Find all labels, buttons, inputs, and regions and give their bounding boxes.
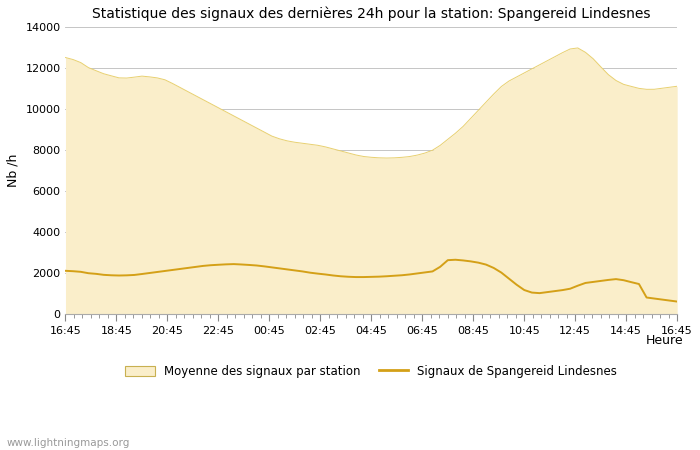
Text: www.lightningmaps.org: www.lightningmaps.org xyxy=(7,438,130,448)
Title: Statistique des signaux des dernières 24h pour la station: Spangereid Lindesnes: Statistique des signaux des dernières 24… xyxy=(92,7,650,22)
X-axis label: Heure: Heure xyxy=(645,334,683,347)
Y-axis label: Nb /h: Nb /h xyxy=(7,153,20,187)
Legend: Moyenne des signaux par station, Signaux de Spangereid Lindesnes: Moyenne des signaux par station, Signaux… xyxy=(120,360,622,382)
